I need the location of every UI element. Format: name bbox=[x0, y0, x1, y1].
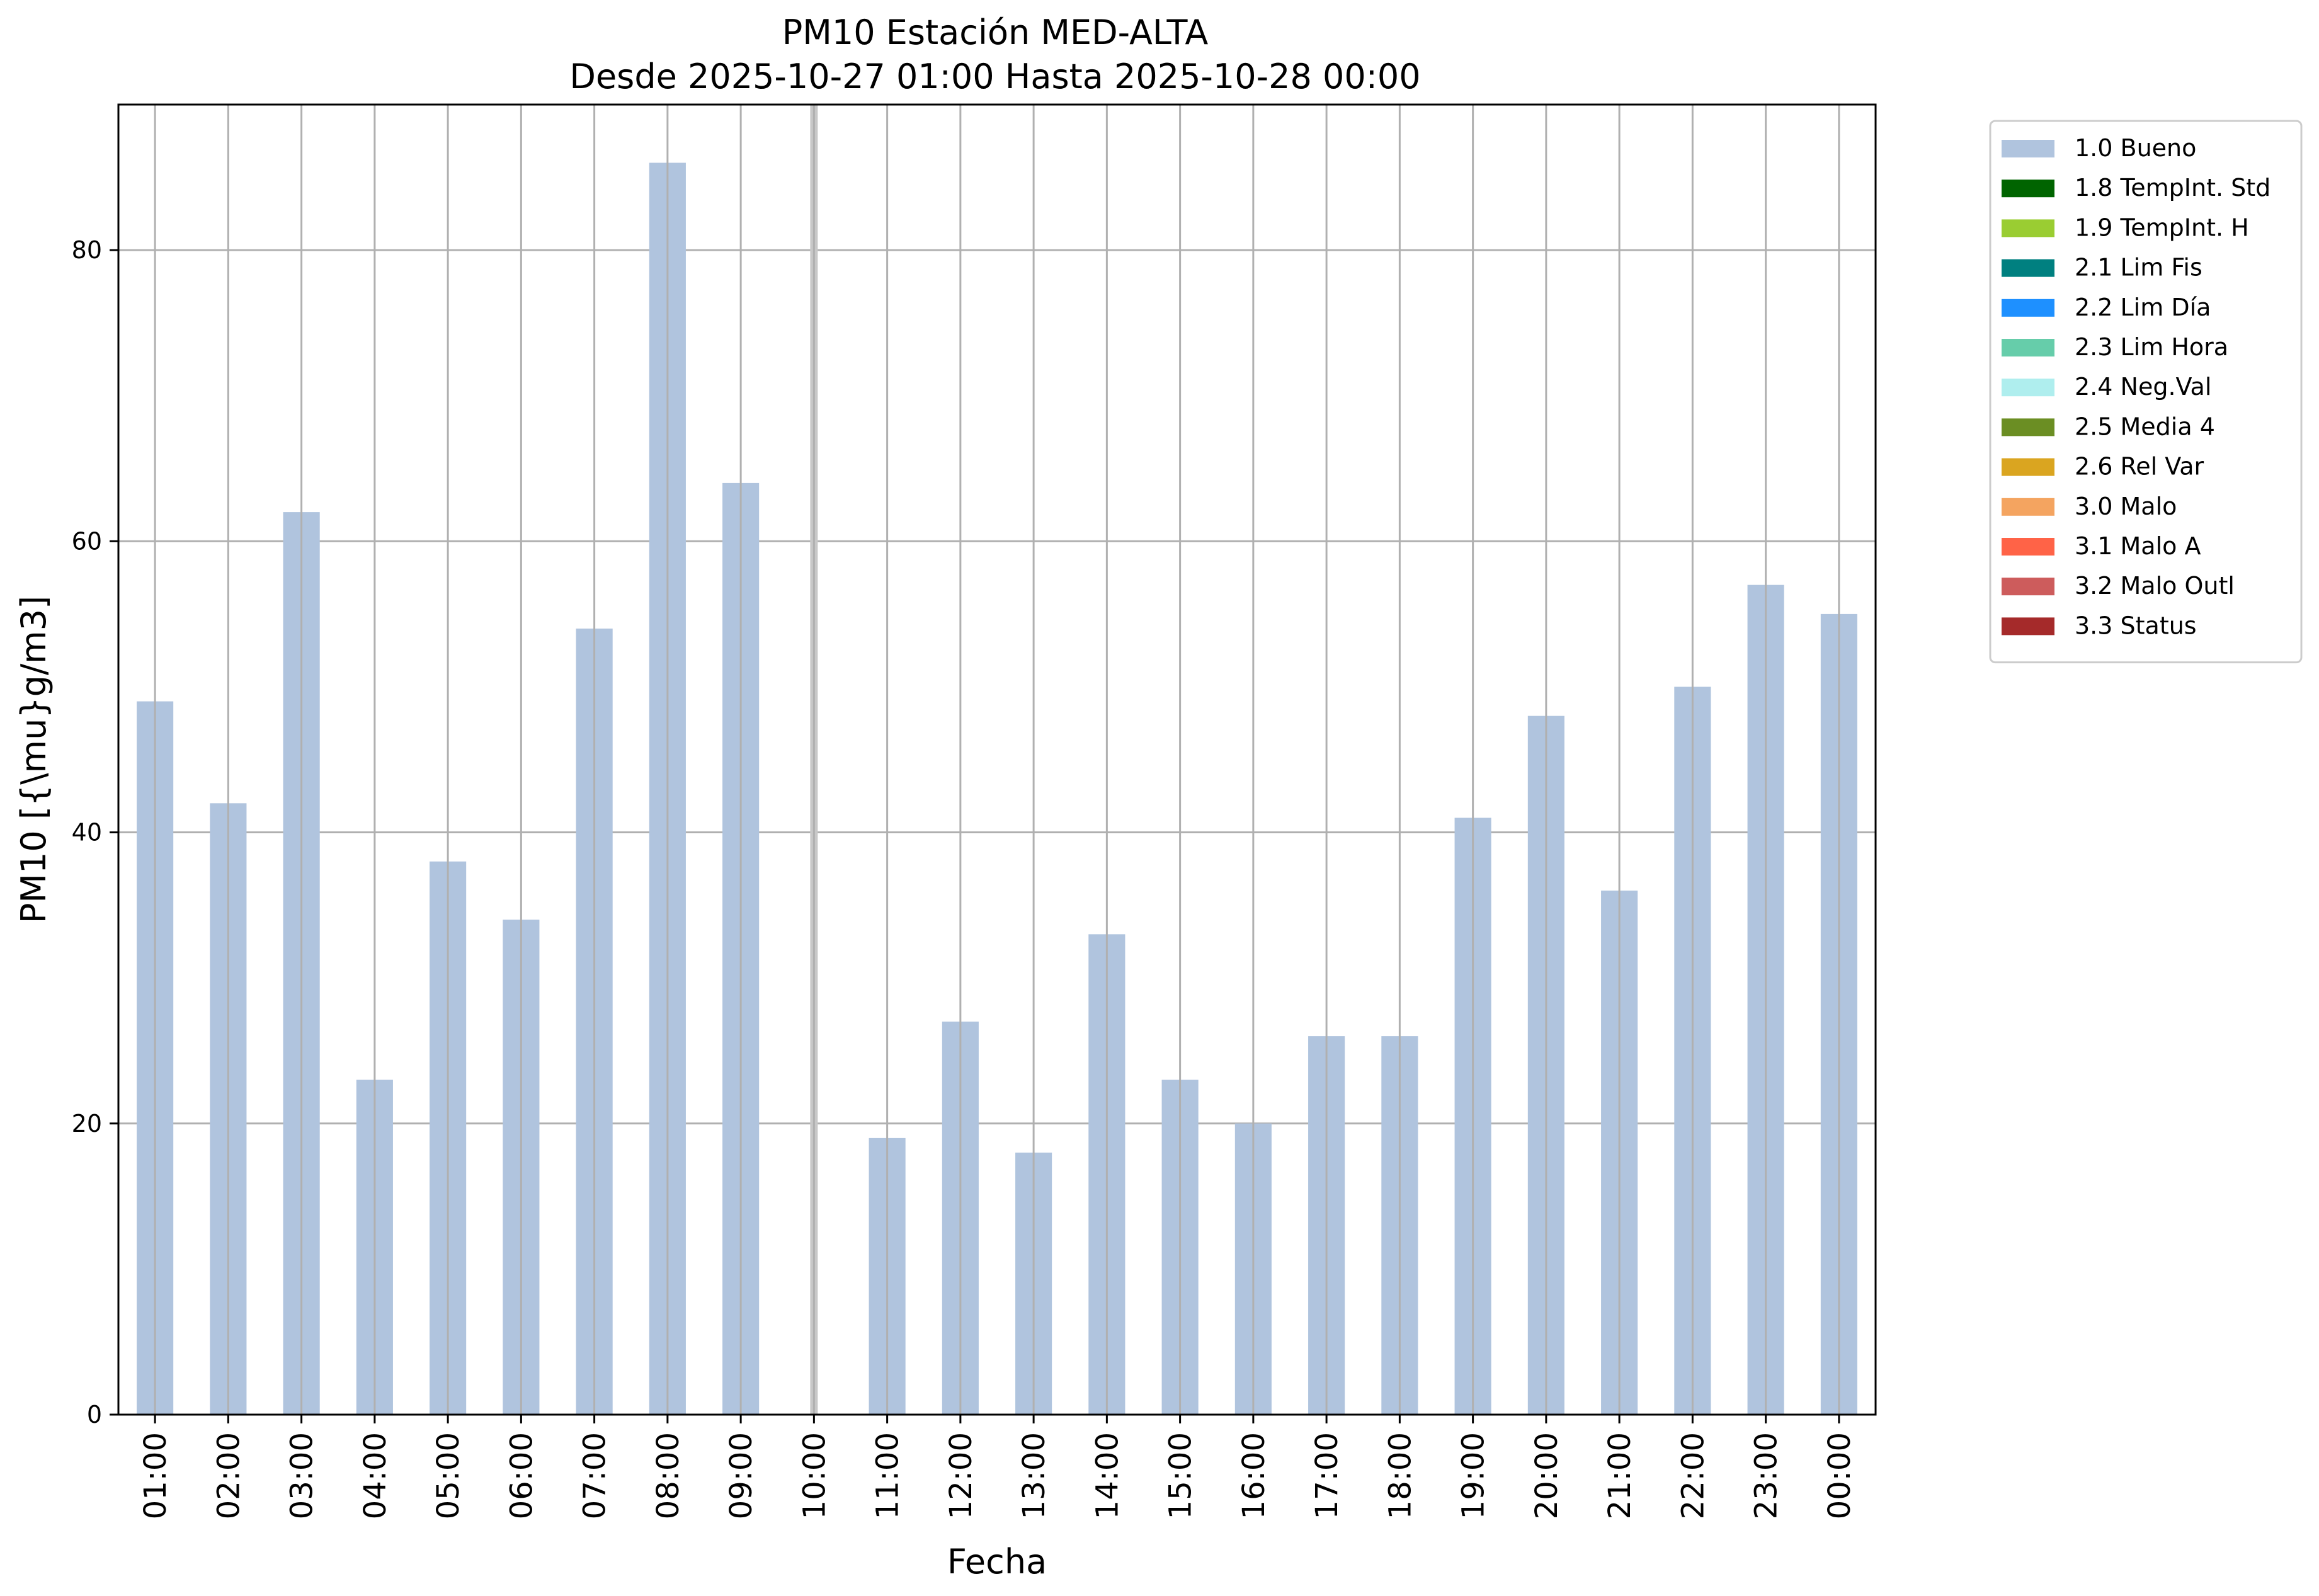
x-tick-label: 12:00 bbox=[943, 1432, 979, 1519]
legend-label: 3.0 Malo bbox=[2075, 493, 2177, 520]
chart-subtitle: Desde 2025-10-27 01:00 Hasta 2025-10-28 … bbox=[569, 57, 1420, 96]
x-tick-label: 00:00 bbox=[1822, 1432, 1857, 1519]
legend-swatch bbox=[2002, 299, 2054, 317]
x-tick-label: 17:00 bbox=[1309, 1432, 1345, 1519]
legend-box bbox=[1989, 120, 2303, 664]
legend-swatch bbox=[2002, 339, 2054, 356]
x-tick-label: 11:00 bbox=[870, 1432, 906, 1519]
grid bbox=[118, 249, 1876, 1125]
legend-swatch bbox=[2002, 538, 2054, 556]
y-tick-label: 60 bbox=[72, 527, 102, 555]
x-tick-label: 03:00 bbox=[285, 1432, 320, 1519]
legend-label: 2.4 Neg.Val bbox=[2075, 373, 2211, 401]
x-tick-label: 05:00 bbox=[431, 1432, 466, 1519]
legend: 1.0 Bueno 1.8 TempInt. Std 1.9 TempInt. H 2… bbox=[1989, 120, 2303, 664]
chart-title-group: PM10 Estación MED-ALTA Desde 2025-10-27 … bbox=[569, 13, 1420, 96]
x-axis-ticks: 01:00 02:00 03:00 04:00 05:00 06:00 07:00 08:00… bbox=[138, 1415, 1857, 1519]
x-tick-label: 02:00 bbox=[211, 1432, 246, 1519]
bars bbox=[137, 162, 1857, 1415]
x-tick-label: 19:00 bbox=[1456, 1432, 1491, 1519]
y-tick-label: 20 bbox=[72, 1110, 102, 1137]
y-axis-label: PM10 [{\mu}g/m3] bbox=[14, 596, 54, 923]
x-tick-label: 23:00 bbox=[1749, 1432, 1784, 1519]
legend-label: 2.3 Lim Hora bbox=[2075, 333, 2228, 361]
legend-swatch bbox=[2002, 458, 2054, 476]
legend-label: 1.8 TempInt. Std bbox=[2075, 174, 2271, 202]
legend-label: 1.0 Bueno bbox=[2075, 134, 2196, 162]
legend-label: 2.2 Lim Día bbox=[2075, 294, 2211, 321]
legend-swatch bbox=[2002, 418, 2054, 436]
legend-swatch bbox=[2002, 617, 2054, 636]
y-tick-label: 0 bbox=[87, 1401, 102, 1428]
legend-label: 3.3 Status bbox=[2075, 612, 2197, 639]
x-tick-label: 07:00 bbox=[578, 1432, 613, 1519]
x-tick-label: 01:00 bbox=[138, 1432, 173, 1519]
x-tick-label: 18:00 bbox=[1382, 1432, 1418, 1519]
legend-swatch bbox=[2002, 498, 2054, 516]
y-axis-ticks: 0 20 40 60 80 bbox=[72, 236, 118, 1428]
x-tick-label: 04:00 bbox=[358, 1432, 393, 1519]
legend-label: 3.1 Malo A bbox=[2075, 532, 2201, 560]
x-tick-label: 15:00 bbox=[1163, 1432, 1199, 1519]
plot-frame bbox=[117, 103, 1877, 1416]
legend-label: 2.1 Lim Fis bbox=[2075, 254, 2202, 282]
x-tick-label: 20:00 bbox=[1529, 1432, 1564, 1519]
legend-label: 2.5 Media 4 bbox=[2075, 413, 2215, 440]
chart-title: PM10 Estación MED-ALTA bbox=[782, 13, 1209, 52]
x-tick-label: 09:00 bbox=[724, 1432, 759, 1519]
legend-label: 1.9 TempInt. H bbox=[2075, 214, 2249, 241]
x-tick-label: 16:00 bbox=[1236, 1432, 1272, 1519]
y-tick-label: 40 bbox=[72, 819, 102, 846]
legend-label: 3.2 Malo Outl bbox=[2075, 572, 2235, 600]
x-tick-label: 13:00 bbox=[1017, 1432, 1052, 1519]
x-tick-label: 22:00 bbox=[1675, 1432, 1711, 1519]
legend-swatch bbox=[2002, 180, 2054, 198]
vertical-grid bbox=[154, 105, 1840, 1415]
y-tick-label: 80 bbox=[72, 236, 102, 264]
x-tick-label: 10:00 bbox=[797, 1432, 832, 1519]
legend-swatch bbox=[2002, 219, 2054, 237]
x-axis-label: Fecha bbox=[947, 1542, 1047, 1582]
x-tick-label: 08:00 bbox=[651, 1432, 686, 1519]
legend-swatch bbox=[2002, 140, 2054, 157]
x-tick-label: 06:00 bbox=[504, 1432, 539, 1519]
x-tick-label: 21:00 bbox=[1602, 1432, 1638, 1519]
legend-swatch bbox=[2002, 578, 2054, 596]
legend-swatch bbox=[2002, 379, 2054, 397]
x-tick-label: 14:00 bbox=[1090, 1432, 1125, 1519]
legend-swatch bbox=[2002, 259, 2054, 277]
legend-label: 2.6 Rel Var bbox=[2075, 453, 2204, 481]
